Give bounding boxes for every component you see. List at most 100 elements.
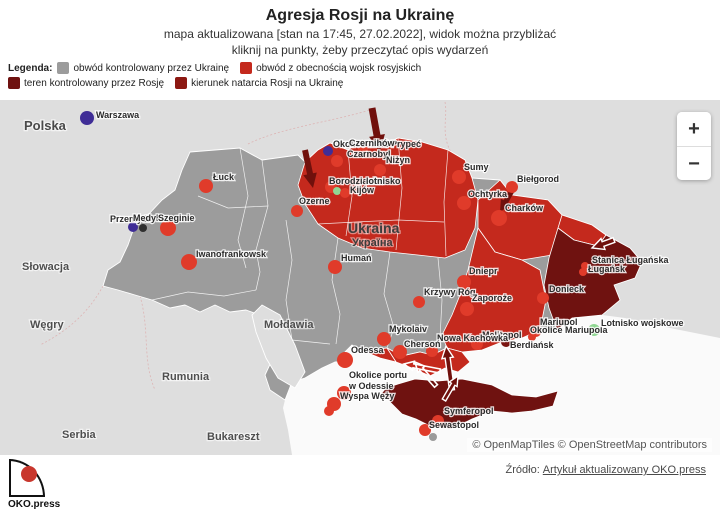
map-points-layer (80, 111, 600, 441)
country-label-węgry: Węgry (30, 319, 65, 331)
zoom-out-button[interactable]: − (677, 146, 711, 180)
map-point[interactable] (324, 406, 334, 416)
legend-row-2: teren kontrolowany przez Rosję kierunek … (8, 77, 568, 89)
map-point-label-symferopol: Symferopol (444, 406, 494, 416)
attack-arrow-icon (402, 360, 442, 374)
map-point-label-niżyn: Niżyn (386, 155, 410, 165)
map-point-krzywy-róg[interactable] (413, 296, 425, 308)
source-link[interactable]: Artykuł aktualizowany OKO.press (542, 464, 706, 476)
map-point-czarnobyl[interactable] (331, 155, 343, 167)
map-point-label-donieck: Donieck (549, 284, 585, 294)
map-point-niżyn[interactable] (374, 164, 386, 176)
map-point-berdiańsk[interactable] (501, 337, 511, 347)
map-point-label-kijów: Kijów (350, 185, 375, 195)
map-point-ługańsk[interactable] (579, 268, 587, 276)
map-point-sumy[interactable] (452, 170, 466, 184)
map-point-chersoń[interactable] (393, 345, 407, 359)
map-point-label-mariupol: Mariupol (540, 317, 578, 327)
map-point-warszawa[interactable] (80, 111, 94, 125)
map-point-label-stanica-ługańska: Stanica Ługańska (592, 255, 670, 265)
moldova-territory (251, 304, 306, 389)
zoom-in-button[interactable]: + (677, 112, 711, 146)
legend-swatch-darkred (175, 77, 188, 89)
map-point-szeginie[interactable] (160, 220, 176, 236)
map-point-label-łuck: Łuck (213, 172, 235, 182)
legend-label: kierunek natarcia Rosji na Ukrainę (191, 77, 344, 89)
map-point-label-w-odessie: w Odessie (348, 381, 394, 391)
page-title: Agresja Rosji na Ukrainę (265, 7, 455, 24)
country-label-україна: Україна (352, 237, 394, 249)
map-point-label-nowa-kachowka: Nowa Kachowka (437, 333, 509, 343)
map-point-medyka[interactable] (139, 224, 147, 232)
map-point-label-charków: Charków (505, 203, 544, 213)
map-point-melitopol[interactable] (471, 338, 483, 350)
country-label-rumunia: Rumunia (162, 371, 210, 383)
map-point-symferopol[interactable] (432, 415, 444, 427)
subtitle-line2: kliknij na punkty, żeby przeczytać opis … (231, 43, 489, 57)
map-point-przemyśl[interactable] (128, 222, 138, 232)
map-point-donieck[interactable] (537, 292, 549, 304)
map-point-okolice-rzeki-prypeć[interactable] (323, 146, 333, 156)
map-point-label-krzywy-róg: Krzywy Róg (424, 287, 476, 297)
legend: Legenda: obwód kontrolowany przez Ukrain… (8, 62, 568, 92)
map-point-odessa[interactable] (337, 352, 353, 368)
legend-row-1: Legenda: obwód kontrolowany przez Ukrain… (8, 62, 568, 74)
legend-label: obwód kontrolowany przez Ukrainę (73, 62, 230, 74)
map-point-lotnisko-wojskowe[interactable] (588, 324, 600, 336)
map-point-label-ługańsk: Ługańsk (588, 264, 626, 274)
map-point-charków[interactable] (491, 210, 507, 226)
map-point-mykolaiv[interactable] (377, 332, 391, 346)
map-point-label-medyka: Medyka (133, 213, 167, 223)
map-point-label-warszawa: Warszawa (96, 110, 140, 120)
red-zone-north (297, 137, 479, 259)
map-point-ochtyrka[interactable] (457, 196, 471, 210)
header: Agresja Rosji na Ukrainę mapa aktualizow… (0, 0, 720, 57)
map-point-label-chersoń: Chersoń (404, 339, 441, 349)
subtitle-line1: mapa aktualizowana [stan na 17:45, 27.02… (163, 27, 557, 41)
legend-swatch-gray (57, 62, 70, 74)
map-point-biełgorod[interactable] (506, 181, 518, 193)
map-point-kijów[interactable] (340, 188, 350, 198)
map-point[interactable] (429, 433, 437, 441)
legend-item-ukraine-control: obwód kontrolowany przez Ukrainę (57, 62, 229, 74)
map-point-label-berdiańsk: Berdiańsk (510, 340, 555, 350)
attack-arrow-icon (302, 149, 317, 188)
country-label-ukraina: Ukraina (348, 220, 400, 236)
country-label-bukareszt: Bukareszt (207, 431, 260, 443)
map-point-label-mykolaiv: Mykolaiv (389, 324, 427, 334)
legend-item-russian-presence: obwód z obecnością wojsk rosyjskich (240, 62, 421, 74)
legend-label: obwód z obecnością wojsk rosyjskich (256, 62, 422, 74)
legend-item-attack-direction: kierunek natarcia Rosji na Ukrainę (175, 77, 343, 89)
map-point-iwanofrankowsk[interactable] (181, 254, 197, 270)
map-point-okolice-portu[interactable] (337, 386, 351, 400)
map-point-lotnisko[interactable] (333, 187, 341, 195)
map-point-label-humań: Humań (341, 253, 372, 263)
map-point-nowa-kachowka[interactable] (426, 345, 438, 357)
attack-arrow-icon (368, 107, 385, 152)
map[interactable]: Polska Słowacja Węgry Mołdawia Rumunia Serbia… (0, 100, 720, 455)
map-point-label-odessa: Odessa (351, 345, 385, 355)
red-zone-east (441, 227, 547, 353)
logo-red-dot-icon (21, 466, 37, 482)
map-point-czernihów[interactable] (358, 145, 368, 155)
map-point-label-okolice-rzeki-prypeć: Okolice rzeki Prypeć (333, 139, 421, 149)
map-point-okolice-mariupola[interactable] (528, 333, 536, 341)
map-point-label-okolice-portu: Okolice portu (349, 370, 407, 380)
map-point-łuck[interactable] (199, 179, 213, 193)
map-point-zaporoże[interactable] (460, 302, 474, 316)
country-labels-layer: Polska Słowacja Węgry Mołdawia Rumunia Serbia… (21, 117, 401, 445)
map-point-dniepr[interactable] (457, 275, 471, 289)
country-label-polska: Polska (24, 118, 67, 133)
map-point-label-wyspa-węży: Wyspa Węży (340, 391, 394, 401)
map-point-humań[interactable] (328, 260, 342, 274)
map-point-label-sewastopol: Sewastopol (429, 420, 479, 430)
red-zone-mykolaiv (367, 347, 397, 363)
map-point-label-lotnisko: lotnisko (366, 176, 401, 186)
map-point-ozerne[interactable] (291, 205, 303, 217)
map-point-label-biełgorod: Biełgorod (517, 174, 559, 184)
logo-text: OKO.press (8, 499, 61, 510)
map-point-label-ochtyrka: Ochtyrka (468, 189, 508, 199)
map-point-sewastopol[interactable] (419, 424, 431, 436)
attack-arrow-icon (441, 374, 459, 402)
